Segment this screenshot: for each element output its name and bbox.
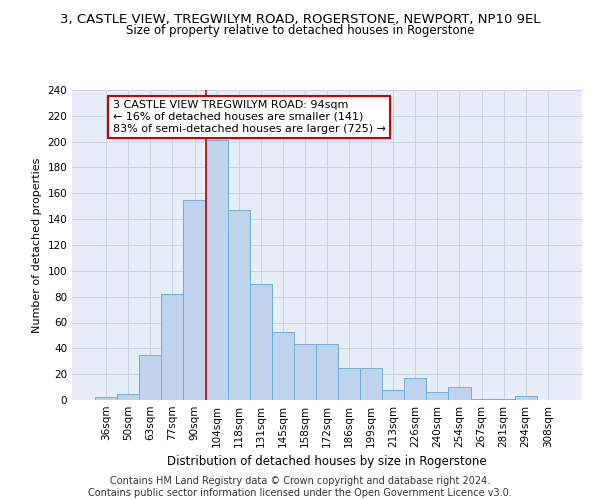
Text: Contains HM Land Registry data © Crown copyright and database right 2024.
Contai: Contains HM Land Registry data © Crown c… xyxy=(88,476,512,498)
Text: 3 CASTLE VIEW TREGWILYM ROAD: 94sqm
← 16% of detached houses are smaller (141)
8: 3 CASTLE VIEW TREGWILYM ROAD: 94sqm ← 16… xyxy=(113,100,386,134)
Bar xyxy=(338,368,360,400)
X-axis label: Distribution of detached houses by size in Rogerstone: Distribution of detached houses by size … xyxy=(167,456,487,468)
Bar xyxy=(515,396,537,400)
Bar xyxy=(404,378,427,400)
Text: Size of property relative to detached houses in Rogerstone: Size of property relative to detached ho… xyxy=(126,24,474,37)
Bar xyxy=(272,332,294,400)
Text: 3, CASTLE VIEW, TREGWILYM ROAD, ROGERSTONE, NEWPORT, NP10 9EL: 3, CASTLE VIEW, TREGWILYM ROAD, ROGERSTO… xyxy=(60,12,540,26)
Bar xyxy=(316,344,338,400)
Bar xyxy=(470,398,493,400)
Bar xyxy=(139,355,161,400)
Bar xyxy=(250,284,272,400)
Bar xyxy=(117,394,139,400)
Bar xyxy=(493,398,515,400)
Bar xyxy=(184,200,206,400)
Bar xyxy=(427,392,448,400)
Y-axis label: Number of detached properties: Number of detached properties xyxy=(32,158,42,332)
Bar xyxy=(360,368,382,400)
Bar xyxy=(294,344,316,400)
Bar xyxy=(206,140,227,400)
Bar xyxy=(448,387,470,400)
Bar xyxy=(382,390,404,400)
Bar xyxy=(161,294,184,400)
Bar xyxy=(95,398,117,400)
Bar xyxy=(227,210,250,400)
